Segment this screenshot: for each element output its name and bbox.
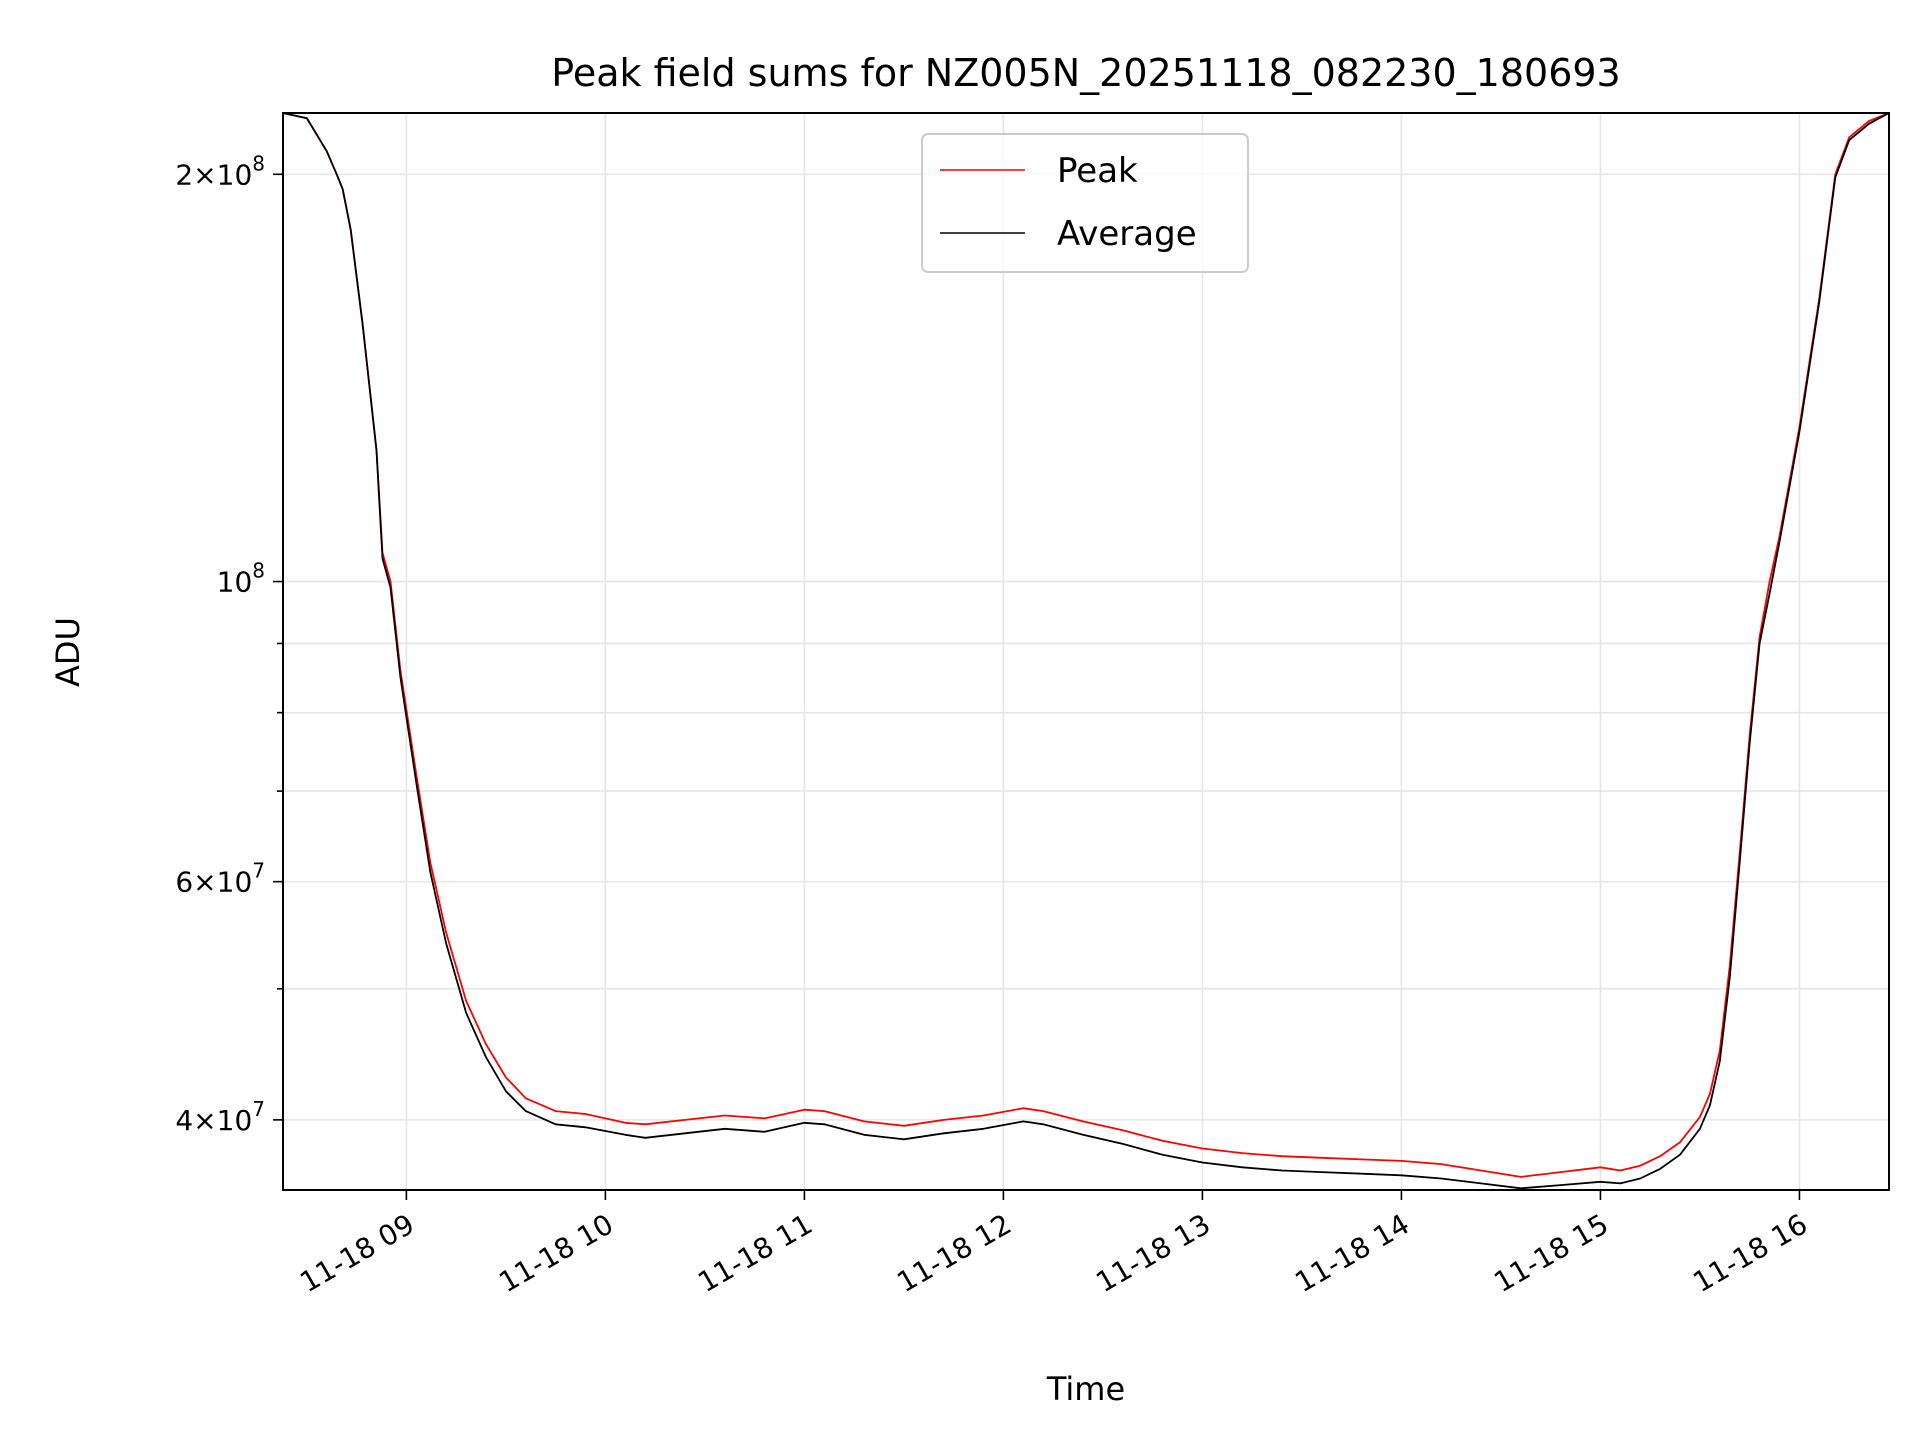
legend-label-average: Average	[1057, 214, 1197, 254]
legend-box	[921, 133, 1249, 273]
y-tick-label: 108	[217, 559, 265, 599]
y-tick-label: 2×108	[175, 151, 265, 191]
grid-layer	[283, 113, 1889, 1190]
y-tick-label-exponent: 8	[252, 559, 265, 583]
legend-label-peak: Peak	[1057, 151, 1138, 191]
y-tick-label-base: 2×10	[175, 158, 252, 191]
series-line-average	[282, 112, 1890, 1190]
y-tick-label-exponent: 7	[252, 1097, 265, 1121]
y-tick-label: 6×107	[175, 859, 265, 899]
series-line-peak	[282, 112, 1890, 1178]
y-tick-label-base: 10	[217, 566, 253, 599]
y-tick-label-base: 4×10	[175, 1104, 252, 1137]
chart-title: Peak field sums for NZ005N_20251118_0822…	[551, 51, 1620, 95]
plot-frame	[282, 112, 1890, 1191]
y-tick-label-exponent: 7	[252, 859, 265, 883]
series-layer	[282, 112, 1890, 1190]
y-tick-label: 4×107	[175, 1097, 265, 1137]
y-tick-label-exponent: 8	[252, 151, 265, 175]
x-axis-label: Time	[1046, 1370, 1125, 1408]
legend: Peak Average	[921, 133, 1249, 273]
y-axis-label: ADU	[49, 617, 87, 687]
y-tick-label-base: 6×10	[175, 866, 252, 899]
